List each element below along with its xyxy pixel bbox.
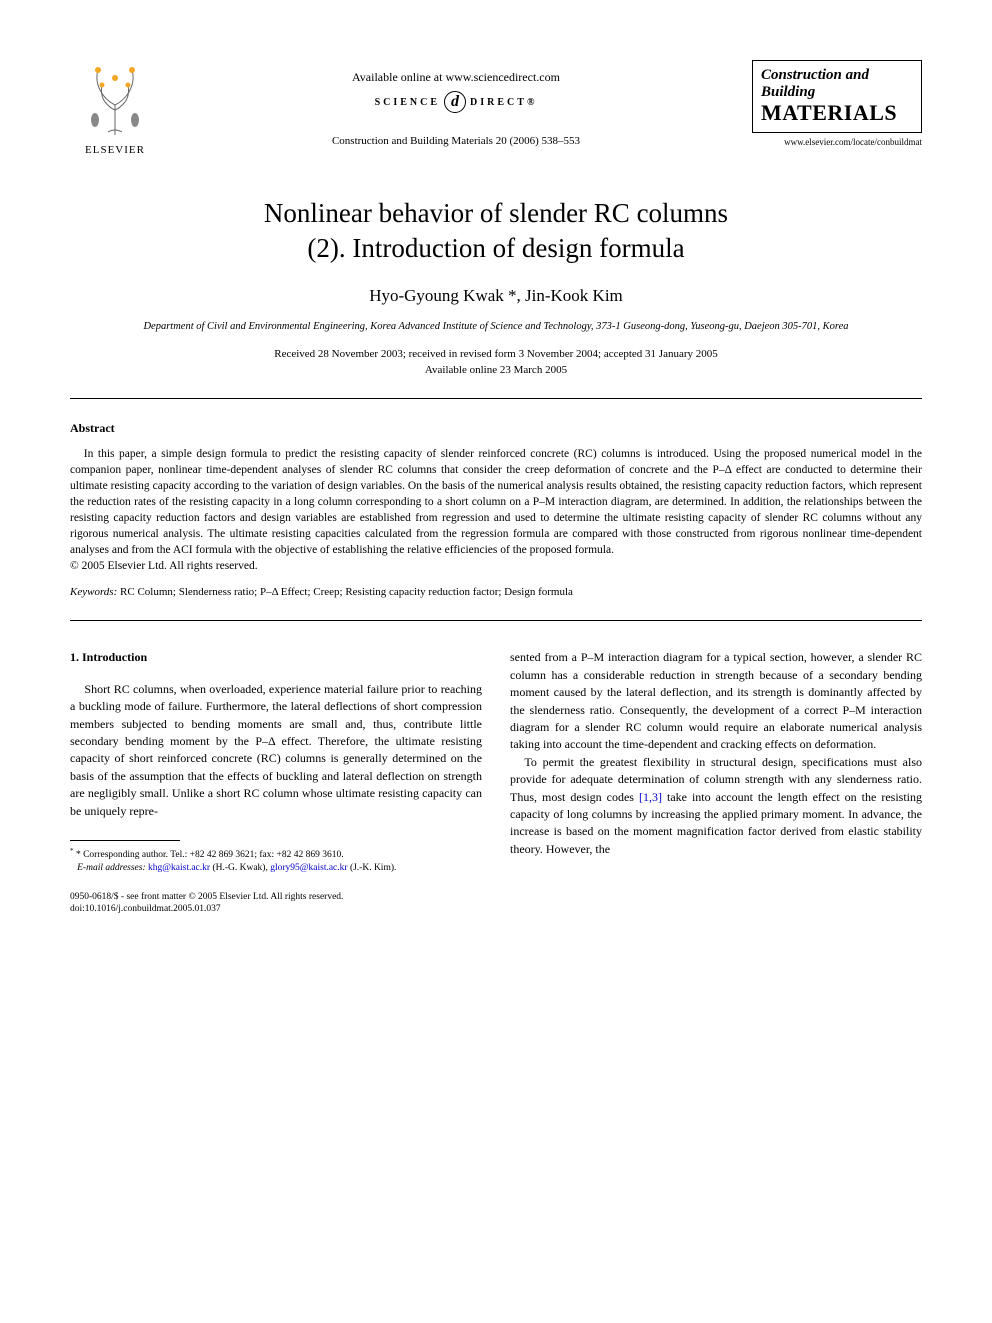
section-1-heading: 1. Introduction	[70, 649, 482, 666]
affiliation: Department of Civil and Environmental En…	[70, 320, 922, 334]
available-online-text: Available online at www.sciencedirect.co…	[160, 70, 752, 85]
body-columns: 1. Introduction Short RC columns, when o…	[70, 649, 922, 915]
available-date: Available online 23 March 2005	[70, 364, 922, 376]
keywords-list: RC Column; Slenderness ratio; P–Δ Effect…	[117, 586, 573, 598]
doi-line: doi:10.1016/j.conbuildmat.2005.01.037	[70, 903, 482, 915]
received-dates: Received 28 November 2003; received in r…	[70, 348, 922, 360]
sciencedirect-logo: SCIENCE d DIRECT®	[375, 91, 538, 113]
abstract-copyright: © 2005 Elsevier Ltd. All rights reserved…	[70, 560, 922, 572]
journal-title-line2: MATERIALS	[761, 100, 913, 126]
email-name-1: (H.-G. Kwak),	[210, 863, 270, 873]
journal-url: www.elsevier.com/locate/conbuildmat	[752, 137, 922, 147]
abstract-body: In this paper, a simple design formula t…	[70, 446, 922, 559]
footnote-corr: * * Corresponding author. Tel.: +82 42 8…	[70, 847, 482, 862]
email-name-2: (J.-K. Kim).	[348, 863, 397, 873]
left-column: 1. Introduction Short RC columns, when o…	[70, 649, 482, 915]
email-label: E-mail addresses:	[77, 863, 146, 873]
authors: Hyo-Gyoung Kwak *, Jin-Kook Kim	[70, 286, 922, 306]
corresponding-author-footnote: * * Corresponding author. Tel.: +82 42 8…	[70, 847, 482, 875]
elsevier-tree-icon	[80, 60, 150, 140]
issn-line: 0950-0618/$ - see front matter © 2005 El…	[70, 891, 482, 903]
reference-link-1-3[interactable]: [1,3]	[639, 790, 662, 804]
publisher-logo-block: ELSEVIER	[70, 60, 160, 156]
sd-text-left: SCIENCE	[375, 97, 440, 108]
journal-logo-block: Construction and Building MATERIALS www.…	[752, 60, 922, 147]
sd-text-right: DIRECT®	[470, 97, 537, 108]
divider-bottom	[70, 620, 922, 621]
journal-citation: Construction and Building Materials 20 (…	[160, 135, 752, 147]
abstract-heading: Abstract	[70, 421, 922, 436]
keywords-label: Keywords:	[70, 586, 117, 598]
footnote-corr-text: * Corresponding author. Tel.: +82 42 869…	[76, 850, 344, 860]
intro-para-3: To permit the greatest flexibility in st…	[510, 754, 922, 858]
article-title: Nonlinear behavior of slender RC columns…	[70, 196, 922, 266]
footnote-separator	[70, 840, 180, 841]
page-header: ELSEVIER Available online at www.science…	[70, 60, 922, 156]
keywords: Keywords: RC Column; Slenderness ratio; …	[70, 586, 922, 598]
email-link-1[interactable]: khg@kaist.ac.kr	[148, 863, 210, 873]
title-line1: Nonlinear behavior of slender RC columns	[264, 198, 728, 228]
sd-circle-icon: d	[444, 91, 466, 113]
intro-para-1: Short RC columns, when overloaded, exper…	[70, 681, 482, 820]
footnote-emails: E-mail addresses: khg@kaist.ac.kr (H.-G.…	[70, 862, 482, 875]
divider-top	[70, 398, 922, 399]
journal-cover-box: Construction and Building MATERIALS	[752, 60, 922, 133]
right-column: sented from a P–M interaction diagram fo…	[510, 649, 922, 915]
journal-title-line1: Construction and Building	[761, 67, 913, 100]
title-line2: (2). Introduction of design formula	[307, 233, 684, 263]
publisher-name: ELSEVIER	[85, 144, 145, 156]
footer-meta: 0950-0618/$ - see front matter © 2005 El…	[70, 891, 482, 916]
intro-para-2: sented from a P–M interaction diagram fo…	[510, 649, 922, 753]
header-center: Available online at www.sciencedirect.co…	[160, 60, 752, 147]
email-link-2[interactable]: glory95@kaist.ac.kr	[270, 863, 347, 873]
